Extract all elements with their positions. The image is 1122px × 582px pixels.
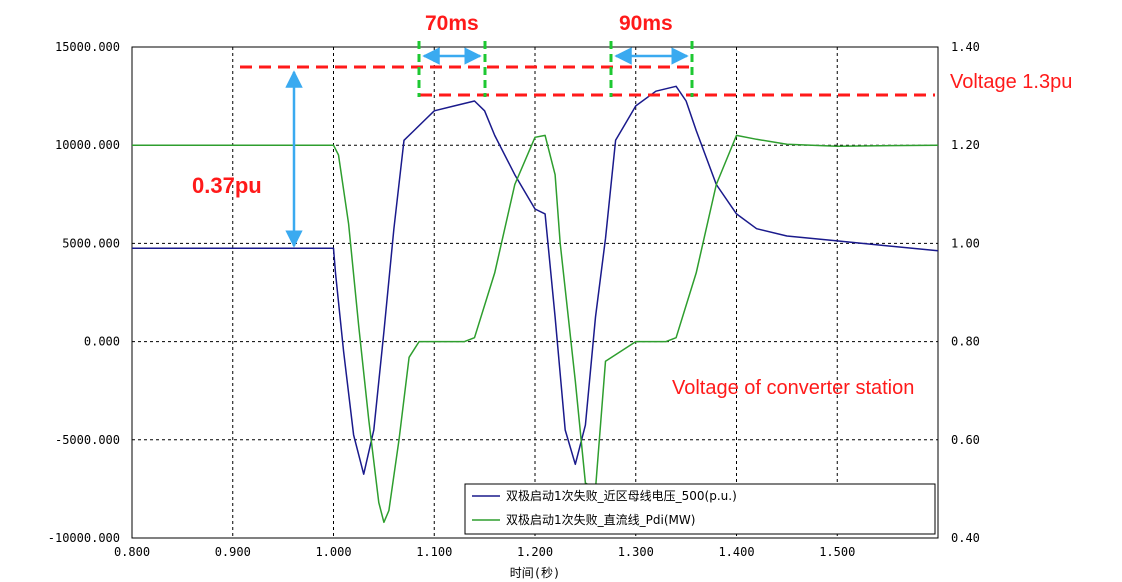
x-axis-label: 时间(秒) xyxy=(510,566,560,580)
right-axis-tick-labels: 1.40 1.20 1.00 0.80 0.60 0.40 xyxy=(951,40,980,545)
x-tick-label: 1.000 xyxy=(315,545,351,559)
x-tick-label: 1.100 xyxy=(416,545,452,559)
left-axis-tick-labels: 15000.000 10000.000 5000.000 0.000 -5000.000… xyxy=(48,40,120,545)
label-voltage-converter-station: Voltage of converter station xyxy=(672,377,914,399)
plot-area xyxy=(131,46,939,539)
left-y-tick-label: -10000.000 xyxy=(48,531,120,545)
left-y-tick-label: 15000.000 xyxy=(55,40,120,54)
label-0-37pu: 0.37pu xyxy=(192,173,262,198)
left-y-tick-label: -5000.000 xyxy=(55,433,120,447)
x-tick-label: 1.500 xyxy=(819,545,855,559)
right-y-tick-label: 1.00 xyxy=(951,236,980,250)
right-y-tick-label: 1.20 xyxy=(951,138,980,152)
annotation-layer: 70ms 90ms 0.37pu Voltage 1.3pu Voltage o… xyxy=(192,12,1072,399)
right-y-tick-label: 0.40 xyxy=(951,531,980,545)
left-y-tick-label: 5000.000 xyxy=(62,236,120,250)
series-layer xyxy=(132,85,939,524)
grid-lines xyxy=(132,47,938,538)
right-y-tick-label: 0.80 xyxy=(951,335,980,349)
legend-label-bus-voltage: 双极启动1次失败_近区母线电压_500(p.u.) xyxy=(506,488,737,503)
x-axis-tick-labels: 0.800 0.900 1.000 1.100 1.200 1.300 1.400 1.500 xyxy=(114,545,855,559)
left-y-tick-label: 0.000 xyxy=(84,335,120,349)
series-line-1 xyxy=(132,134,939,524)
right-y-tick-label: 0.60 xyxy=(951,433,980,447)
series-line-0 xyxy=(132,85,939,475)
x-tick-label: 1.300 xyxy=(618,545,654,559)
left-y-tick-label: 10000.000 xyxy=(55,138,120,152)
legend-label-dc-power: 双极启动1次失败_直流线_Pdi(MW) xyxy=(506,512,695,527)
label-90ms: 90ms xyxy=(619,12,673,35)
label-voltage-1-3pu: Voltage 1.3pu xyxy=(950,71,1072,93)
x-tick-label: 1.200 xyxy=(517,545,553,559)
legend-box xyxy=(464,483,936,535)
x-tick-label: 0.900 xyxy=(215,545,251,559)
label-70ms: 70ms xyxy=(425,12,479,35)
right-y-tick-label: 1.40 xyxy=(951,40,980,54)
x-tick-label: 0.800 xyxy=(114,545,150,559)
x-tick-label: 1.400 xyxy=(718,545,754,559)
legend: 双极启动1次失败_近区母线电压_500(p.u.) 双极启动1次失败_直流线_P… xyxy=(464,483,936,535)
